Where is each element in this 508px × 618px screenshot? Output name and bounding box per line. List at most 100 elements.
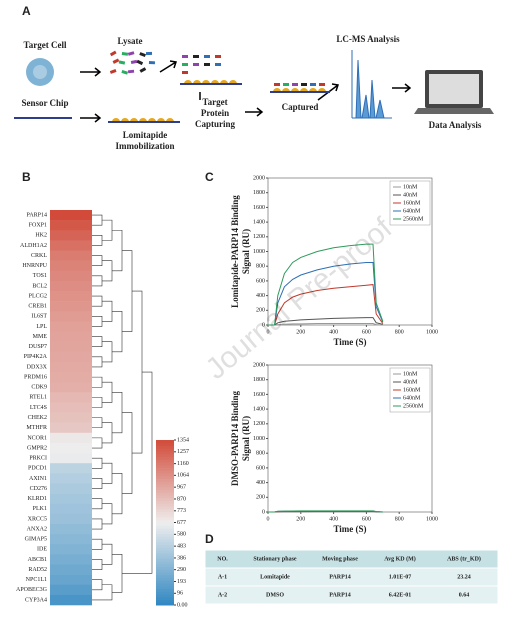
cell-nucleus <box>33 65 47 79</box>
label: Protein <box>201 108 229 118</box>
colorbar-segment <box>156 492 174 496</box>
y-tick-label: 0 <box>262 322 265 328</box>
dendrogram-branch <box>92 518 103 530</box>
dendrogram-branch <box>92 295 103 307</box>
dendrogram-branch <box>92 579 103 591</box>
legend-label: 160nM <box>403 387 421 393</box>
protein-icon <box>112 58 120 64</box>
label: Captured <box>282 102 319 112</box>
binding-curve <box>268 317 383 326</box>
dendrogram-branch <box>92 538 103 550</box>
legend-label: 160nM <box>403 200 421 206</box>
protein-icon <box>204 63 210 66</box>
gene-label: KLRD1 <box>28 496 47 502</box>
heatmap-cell <box>50 331 92 342</box>
heatmap-cell <box>50 503 92 515</box>
heatmap-cell <box>50 483 92 494</box>
colorbar-segment <box>156 497 174 501</box>
colorbar-segment <box>156 569 174 573</box>
gene-label: HNRNPU <box>22 263 47 269</box>
legend-label: 40nM <box>403 379 418 385</box>
dendrogram-branch <box>92 356 103 368</box>
heatmap-cell <box>50 422 92 434</box>
gene-label: MME <box>33 334 48 340</box>
dendrogram-branch <box>102 341 113 363</box>
table-cell: ABS (tr_KD) <box>447 555 481 562</box>
x-tick-label: 600 <box>362 329 371 335</box>
colorbar-segment <box>156 528 174 532</box>
colorbar-segment <box>156 514 174 518</box>
heatmap-cell <box>50 230 92 241</box>
protein-icon <box>182 55 188 58</box>
colorbar-segment <box>156 489 174 493</box>
heatmap-cell <box>50 382 92 393</box>
colorbar-segment <box>156 451 174 455</box>
legend-label: 40nM <box>403 192 418 198</box>
panel-letter: B <box>22 170 31 184</box>
gene-label: PDCD1 <box>28 466 47 472</box>
panel-letter: D <box>205 532 214 546</box>
heatmap-cell <box>50 534 92 545</box>
dendrogram-branch <box>102 381 113 403</box>
gene-label: XRCC5 <box>28 516 47 522</box>
dendrogram-branch <box>92 275 103 287</box>
colorbar-label: 193 <box>177 579 186 585</box>
dendrogram-branch <box>132 290 143 454</box>
dendrogram-branch <box>102 219 113 241</box>
colorbar-segment <box>156 486 174 490</box>
dendrogram-branch <box>122 250 133 332</box>
colorbar-segment <box>156 585 174 589</box>
x-tick-label: 0 <box>267 329 270 335</box>
y-tick-label: 1800 <box>253 190 265 196</box>
gene-label: CRKL <box>31 253 47 259</box>
y-tick-label: 200 <box>256 308 265 314</box>
protein-icon <box>121 70 129 75</box>
colorbar-segment <box>156 558 174 562</box>
colorbar-segment <box>156 555 174 559</box>
gene-label: IDE <box>37 547 47 553</box>
dendrogram-branch <box>92 437 103 449</box>
colorbar-label: 1257 <box>177 449 189 455</box>
gene-label: HK2 <box>35 233 47 239</box>
protein-icon <box>148 61 156 65</box>
dendrogram-branch <box>112 310 123 353</box>
y-tick-label: 1600 <box>253 392 265 398</box>
dendrogram-branch <box>92 397 103 408</box>
y-tick-label: 800 <box>256 451 265 457</box>
colorbar-segment <box>156 522 174 526</box>
dendrogram-branch <box>92 559 103 570</box>
colorbar-segment <box>156 536 174 540</box>
laptop-display <box>429 74 479 104</box>
label: Immobilization <box>115 141 174 151</box>
panel-a-art <box>14 50 494 123</box>
colorbar-segment <box>156 519 174 523</box>
legend-label: 640nM <box>403 208 421 214</box>
colorbar-segment <box>156 473 174 477</box>
legend-label: 640nM <box>403 395 421 401</box>
legend-label: 2560nM <box>403 403 424 409</box>
gene-label: CREB1 <box>28 304 47 310</box>
gene-label: PLK1 <box>33 506 47 512</box>
legend-label: 10nM <box>403 371 418 377</box>
bound-protein <box>319 83 325 86</box>
table-row <box>204 585 499 605</box>
x-tick-label: 800 <box>395 329 404 335</box>
x-tick-label: 800 <box>395 516 404 522</box>
x-tick-label: 400 <box>329 329 338 335</box>
spectrum <box>351 50 392 119</box>
table-cell: Avg KD (M) <box>384 555 416 562</box>
colorbar-segment <box>156 511 174 515</box>
dendrogram-branch <box>112 554 123 593</box>
y-axis-label: DMSO-PARP14 Binding <box>230 390 240 486</box>
x-tick-label: 1000 <box>426 329 438 335</box>
x-tick-label: 1000 <box>426 516 438 522</box>
gene-label: NPC1L1 <box>26 577 47 583</box>
dendrogram-branch <box>122 371 153 574</box>
y-tick-label: 1600 <box>253 205 265 211</box>
protein-icon <box>193 63 199 66</box>
laptop-base <box>414 108 494 114</box>
colorbar-label: 290 <box>177 567 186 573</box>
dendrogram-branch <box>92 255 103 267</box>
gene-label: BCL2 <box>32 283 47 289</box>
label: Data Analysis <box>429 120 482 130</box>
